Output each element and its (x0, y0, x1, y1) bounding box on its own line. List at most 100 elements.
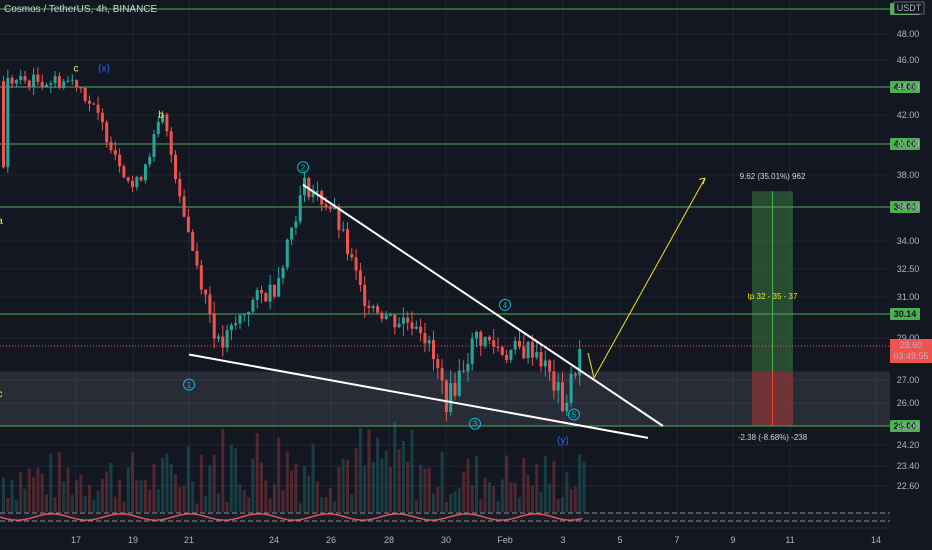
volume-bar (479, 499, 483, 512)
candle-body (530, 341, 534, 358)
wave-label: (x) (98, 63, 110, 74)
volume-bar (530, 485, 534, 512)
oscillator-pane (0, 512, 890, 522)
volume-bar (384, 450, 388, 512)
candle-body (268, 284, 272, 302)
candle-body (131, 180, 134, 188)
y-tick-label: 38.00 (897, 170, 920, 180)
volume-bar (436, 486, 440, 512)
x-tick-label: 28 (384, 535, 394, 545)
volume-bar (285, 451, 289, 512)
x-tick-label: 14 (871, 535, 881, 545)
volume-bar (277, 437, 281, 512)
volume-bar (131, 452, 134, 512)
volume-bar (96, 491, 100, 512)
candle-body (2, 81, 5, 168)
volume-bar (410, 429, 414, 512)
projection-arrow (593, 178, 706, 379)
wave-circle (183, 378, 195, 391)
y-tick-label: 32.50 (897, 264, 920, 274)
volume-bar (92, 499, 96, 512)
candle-body (333, 207, 337, 210)
candle-body (466, 363, 470, 372)
candle-body (57, 76, 61, 88)
currency-label: USDT (897, 3, 922, 13)
candle-body (487, 336, 491, 341)
candle-body (496, 346, 500, 348)
candle-body (350, 254, 354, 258)
candle-body (88, 100, 91, 104)
volume-bar (427, 467, 431, 512)
candle-body (186, 216, 190, 233)
volume-bar (19, 472, 23, 512)
candle-body (92, 103, 96, 105)
volume-bar (234, 448, 238, 512)
volume-bar (217, 493, 220, 512)
volume-bar (358, 427, 362, 512)
position-stop-label: -2.38 (-8.68%) -238 (738, 433, 808, 442)
position-target-label: 9.62 (35.01%) 962 (740, 172, 806, 181)
candle-body (449, 383, 453, 413)
volume-bar (475, 455, 478, 512)
volume-bar (105, 471, 109, 512)
candle-body (247, 311, 251, 315)
volume-bar (126, 467, 130, 512)
volume-bar (492, 486, 496, 512)
volume-bar (346, 459, 349, 512)
wave-label: 5 (572, 411, 577, 420)
volume-bar (470, 485, 474, 512)
candle-body (75, 79, 79, 88)
candle-body (169, 131, 173, 155)
candle-body (229, 325, 233, 331)
volume-bar (148, 489, 152, 512)
candle-body (62, 81, 66, 88)
candle-body (255, 290, 259, 301)
candle-body (264, 293, 268, 302)
wedge-trendline (302, 183, 664, 427)
candle-body (19, 76, 23, 81)
volume-bar (526, 475, 530, 512)
volume-bar (27, 468, 31, 512)
x-tick-label: 19 (128, 535, 138, 545)
volume-bar (139, 480, 143, 512)
candle-body (462, 370, 466, 372)
volume-bar (6, 497, 10, 512)
volume-bar (324, 497, 328, 512)
volume-bar (552, 460, 556, 512)
wave-circle (469, 417, 481, 430)
volume-bar (496, 500, 500, 512)
level-price-tag (890, 81, 920, 93)
candle-body (419, 326, 423, 333)
volume-bar (320, 497, 324, 512)
candle-body (290, 227, 294, 240)
volume-bar (212, 454, 216, 512)
volume-bar (457, 487, 461, 512)
candle-body (328, 207, 332, 210)
volume-bar (45, 494, 48, 512)
candle-body (165, 114, 169, 132)
candle-body (66, 80, 70, 82)
volume-bar (229, 444, 233, 512)
candle-body (298, 195, 302, 222)
volume-bar (199, 454, 203, 512)
volume-bar (483, 477, 487, 512)
wave-label: 3 (473, 420, 478, 429)
volume-bar (543, 456, 547, 512)
level-price-label: 36.03 (894, 202, 917, 212)
volume-bar (440, 452, 444, 512)
wedge-trendline (188, 353, 649, 439)
volume-bar (169, 463, 173, 512)
candle-body (191, 232, 195, 252)
wave-label: 2 (301, 163, 306, 172)
candle-body (195, 251, 199, 266)
volume-bar (376, 437, 380, 512)
volume-bar (556, 499, 560, 512)
projection-arrow-tail (587, 352, 595, 378)
candle-body (410, 322, 414, 329)
volume-bar (311, 443, 315, 512)
volume-bar (238, 484, 242, 512)
candle-body (126, 177, 130, 181)
candle-body (337, 207, 341, 230)
